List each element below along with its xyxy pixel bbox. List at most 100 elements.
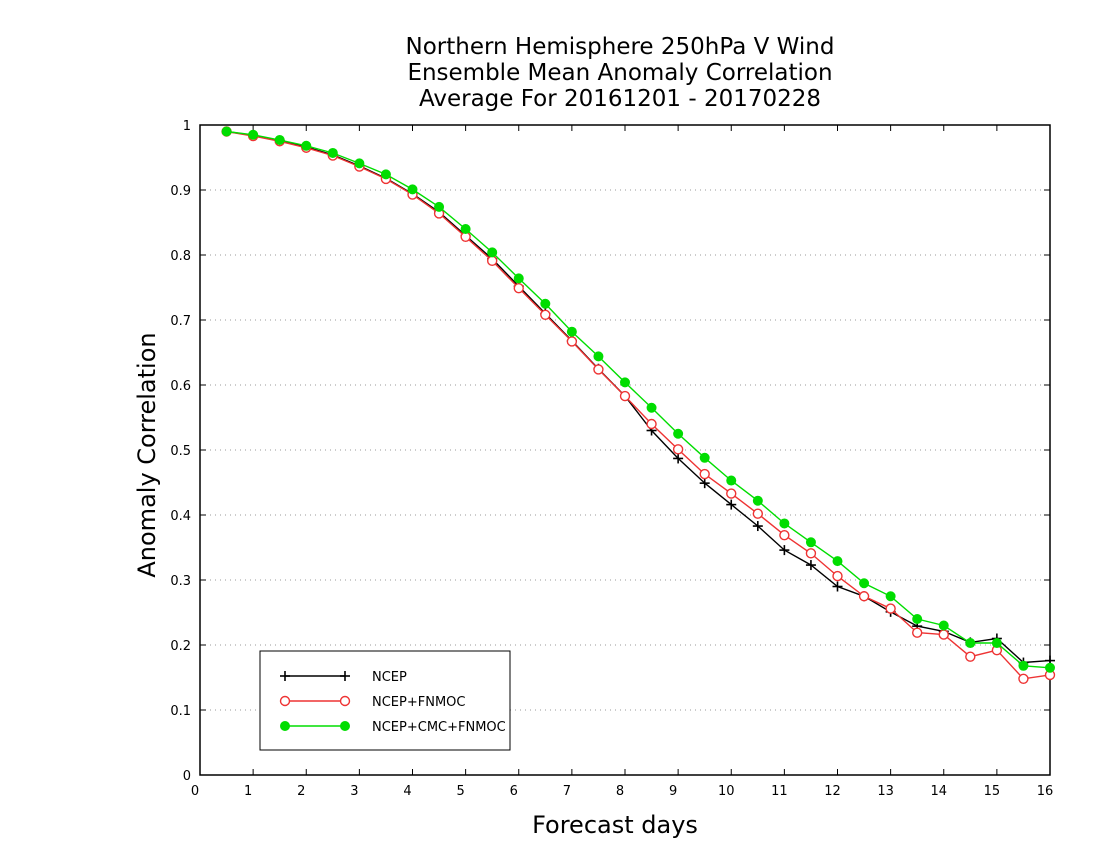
- grid-lines: [200, 189, 1050, 711]
- data-point-ncep-cmc-fnmoc: [566, 326, 577, 337]
- y-tick-label: 0.5: [170, 444, 191, 459]
- series-layer: [221, 126, 1056, 684]
- legend-marker: [280, 671, 290, 681]
- y-tick-label: 1: [183, 119, 191, 134]
- x-tick-label: 1: [244, 784, 252, 799]
- x-tick-label: 4: [403, 784, 411, 799]
- data-point-ncep: [752, 521, 763, 532]
- data-point-ncep-fnmoc: [619, 390, 631, 402]
- data-point-ncep-fnmoc: [805, 548, 817, 559]
- data-point-ncep-cmc-fnmoc: [1045, 662, 1055, 673]
- data-point-ncep-fnmoc: [832, 570, 843, 582]
- data-point-ncep-cmc-fnmoc: [274, 134, 285, 145]
- data-point-ncep-cmc-fnmoc: [805, 537, 816, 548]
- legend: NCEP NCEP+FNMOC NCEP+CMC+FNMOC: [259, 650, 511, 751]
- y-tick-label: 0.6: [170, 379, 191, 394]
- data-point-ncep: [726, 499, 737, 510]
- y-tick-label: 0.2: [170, 639, 191, 654]
- y-tick-label: 0.1: [170, 704, 191, 719]
- data-point-ncep-fnmoc: [779, 529, 790, 541]
- legend-marker: [340, 671, 350, 681]
- axis-ticks: 00.10.20.30.40.50.60.70.80.910 1 2 3 4 5 6 7 8 9 1…: [170, 119, 1053, 799]
- series-line-ncep: [226, 130, 1051, 664]
- x-axis-title: Forecast days: [532, 811, 698, 839]
- data-point-ncep-cmc-fnmoc: [938, 620, 949, 631]
- data-point-ncep-cmc-fnmoc: [752, 495, 763, 506]
- legend-item-ncep-cmc-fnmoc: NCEP+CMC+FNMOC: [280, 720, 506, 735]
- legend-label: NCEP+CMC+FNMOC: [372, 720, 506, 735]
- x-tick-label: 14: [930, 784, 947, 799]
- legend-label: NCEP: [372, 670, 407, 685]
- series-line-ncep-fnmoc: [226, 130, 1051, 680]
- y-tick-label: 0.7: [170, 314, 191, 329]
- data-point-ncep-cmc-fnmoc: [991, 638, 1002, 649]
- x-tick-label: 12: [824, 784, 841, 799]
- chart-title-line-1: Northern Hemisphere 250hPa V Wind: [405, 34, 835, 60]
- data-point-ncep-cmc-fnmoc: [646, 402, 657, 413]
- data-point-ncep-cmc-fnmoc: [327, 147, 338, 158]
- x-tick-label: 0: [191, 784, 199, 799]
- data-point-ncep: [779, 545, 790, 556]
- data-point-ncep-cmc-fnmoc: [885, 591, 896, 602]
- data-point-ncep-cmc-fnmoc: [221, 126, 232, 137]
- data-point-ncep-cmc-fnmoc: [248, 129, 259, 140]
- data-point-ncep-fnmoc: [752, 508, 764, 519]
- x-tick-label: 15: [984, 784, 1001, 799]
- data-point-ncep-fnmoc: [486, 255, 498, 267]
- y-tick-label: 0.8: [170, 249, 191, 264]
- x-tick-label: 16: [1037, 784, 1054, 799]
- legend-label: NCEP+FNMOC: [372, 695, 465, 710]
- data-point-ncep-cmc-fnmoc: [487, 247, 498, 258]
- data-point-ncep-cmc-fnmoc: [673, 428, 684, 439]
- data-point-ncep-fnmoc: [646, 418, 657, 430]
- data-point-ncep-cmc-fnmoc: [699, 452, 710, 463]
- legend-item-ncep: NCEP: [280, 670, 407, 685]
- y-tick-label: 0.9: [170, 184, 191, 199]
- data-point-ncep-fnmoc: [965, 651, 976, 662]
- data-point-ncep-fnmoc: [513, 282, 524, 294]
- data-point-ncep-cmc-fnmoc: [354, 158, 365, 169]
- legend-marker: [340, 721, 350, 731]
- chart-title: Northern Hemisphere 250hPa V Wind Ensemb…: [310, 34, 930, 112]
- series-ncep-cmc-fnmoc: [221, 126, 1055, 673]
- data-point-ncep-fnmoc: [672, 444, 684, 455]
- legend-marker: [279, 695, 291, 707]
- data-point-ncep-cmc-fnmoc: [832, 556, 843, 567]
- data-point-ncep: [699, 478, 710, 489]
- data-point-ncep-cmc-fnmoc: [1018, 660, 1029, 671]
- data-point-ncep-cmc-fnmoc: [301, 140, 312, 151]
- data-point-ncep-cmc-fnmoc: [513, 273, 524, 284]
- x-tick-label: 11: [771, 784, 788, 799]
- data-point-ncep-fnmoc: [699, 468, 710, 480]
- data-point-ncep-fnmoc: [885, 603, 896, 614]
- data-point-ncep-cmc-fnmoc: [407, 184, 418, 195]
- data-point-ncep-cmc-fnmoc: [965, 638, 976, 649]
- x-tick-label: 2: [297, 784, 305, 799]
- data-point-ncep-fnmoc: [566, 336, 578, 347]
- data-point-ncep-fnmoc: [858, 591, 870, 602]
- legend-marker: [339, 695, 351, 707]
- data-point-ncep-cmc-fnmoc: [726, 475, 737, 486]
- data-point-ncep-cmc-fnmoc: [779, 518, 790, 529]
- legend-item-ncep-fnmoc: NCEP+FNMOC: [279, 695, 465, 710]
- data-point-ncep-fnmoc: [593, 364, 604, 375]
- data-point-ncep-cmc-fnmoc: [434, 201, 445, 212]
- x-tick-label: 8: [616, 784, 624, 799]
- y-tick-label: 0.4: [170, 509, 191, 524]
- x-tick-label: 7: [563, 784, 571, 799]
- x-tick-label: 9: [669, 784, 677, 799]
- data-point-ncep-cmc-fnmoc: [912, 614, 923, 624]
- data-point-ncep: [805, 560, 816, 571]
- y-tick-label: 0: [183, 769, 191, 784]
- legend-marker: [280, 721, 290, 731]
- data-point-ncep-cmc-fnmoc: [460, 224, 471, 234]
- data-point-ncep-cmc-fnmoc: [859, 578, 870, 589]
- data-point-ncep-fnmoc: [911, 627, 923, 638]
- series-ncep: [221, 126, 1055, 668]
- data-point-ncep-fnmoc: [1018, 673, 1029, 684]
- x-tick-label: 3: [350, 784, 358, 799]
- series-ncep-fnmoc: [221, 126, 1056, 684]
- series-line-ncep-cmc-fnmoc: [226, 130, 1051, 669]
- data-point-ncep-fnmoc: [540, 309, 551, 320]
